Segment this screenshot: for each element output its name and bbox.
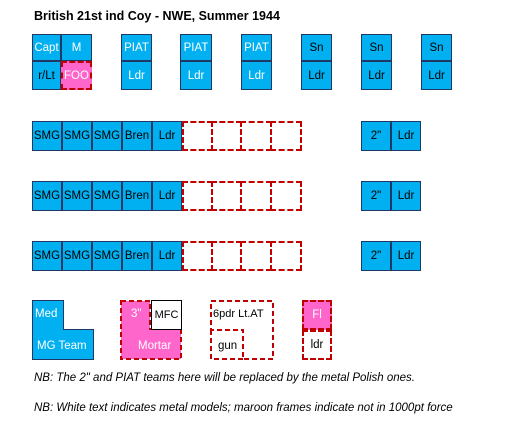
sniper-team-1-top: Sn	[301, 34, 332, 61]
piat-team-2-top: PIAT	[180, 34, 212, 61]
platoon-1-empty-slot	[240, 121, 272, 151]
mg-team-label: MG Team	[37, 340, 87, 352]
platoon-1-leader: Ldr	[152, 121, 182, 151]
platoon-1-empty-slot	[211, 121, 242, 151]
6pdr-at-gun-shape	[210, 300, 274, 360]
platoon-2-smg-1: SMG	[32, 181, 62, 211]
medic-mg-team-shape	[32, 300, 94, 360]
piat-team-2-bottom: Ldr	[180, 61, 212, 90]
platoon-3-leader: Ldr	[152, 241, 182, 271]
mortar-label: Mortar	[138, 340, 172, 352]
hq-captain-cell: Capt	[32, 34, 61, 61]
platoon-2-mortar-leader: Ldr	[391, 181, 421, 211]
platoon-2-smg-2: SMG	[62, 181, 92, 211]
medic-mg-team-unit: Med MG Team	[32, 300, 94, 360]
platoon-2-empty-slot	[270, 181, 302, 211]
platoon-1-mortar-leader: Ldr	[391, 121, 421, 151]
sniper-team-2-top: Sn	[361, 34, 392, 61]
platoon-3-smg-1: SMG	[32, 241, 62, 271]
platoon-2-empty-slot	[182, 181, 213, 211]
platoon-3-mortar-leader: Ldr	[391, 241, 421, 271]
gun-label: gun	[218, 340, 238, 352]
platoon-3-empty-slot	[240, 241, 272, 271]
page-title: British 21st ind Coy - NWE, Summer 1944	[34, 9, 280, 23]
platoon-1-smg-3: SMG	[92, 121, 122, 151]
piat-team-3-bottom: Ldr	[241, 61, 272, 90]
6pdr-label: 6pdr Lt.AT	[213, 308, 264, 320]
platoon-1-smg-2: SMG	[62, 121, 92, 151]
flamethrower-leader-cell: ldr	[302, 330, 332, 360]
platoon-3-empty-slot	[211, 241, 242, 271]
platoon-1-2in-mortar: 2"	[361, 121, 391, 151]
note-legend: NB: White text indicates metal models; m…	[34, 402, 453, 414]
note-replacement: NB: The 2" and PIAT teams here will be r…	[34, 372, 416, 384]
platoon-2-leader: Ldr	[152, 181, 182, 211]
platoon-1-bren: Bren	[122, 121, 152, 151]
platoon-3-empty-slot	[182, 241, 213, 271]
platoon-1-empty-slot	[270, 121, 302, 151]
sniper-team-1-bottom: Ldr	[301, 61, 332, 90]
platoon-1-empty-slot	[182, 121, 213, 151]
platoon-3-bren: Bren	[122, 241, 152, 271]
platoon-3-smg-3: SMG	[92, 241, 122, 271]
platoon-2-empty-slot	[211, 181, 242, 211]
hq-lieutenant-cell: r/Lt	[32, 61, 61, 90]
mfc-cell: MFC	[151, 300, 182, 330]
piat-team-3-top: PIAT	[241, 34, 272, 61]
platoon-2-smg-3: SMG	[92, 181, 122, 211]
platoon-2-2in-mortar: 2"	[361, 181, 391, 211]
platoon-3-2in-mortar: 2"	[361, 241, 391, 271]
sniper-team-3-bottom: Ldr	[421, 61, 452, 90]
sniper-team-2-bottom: Ldr	[361, 61, 392, 90]
hq-foo-cell: FOO	[61, 61, 92, 90]
platoon-1-smg-1: SMG	[32, 121, 62, 151]
piat-team-1-top: PIAT	[121, 34, 152, 61]
hq-m-cell: M	[61, 34, 92, 61]
piat-team-1-bottom: Ldr	[121, 61, 152, 90]
flamethrower-cell: Fl	[302, 300, 332, 330]
medic-label: Med	[35, 308, 58, 320]
3in-label: 3"	[131, 308, 142, 320]
platoon-3-empty-slot	[270, 241, 302, 271]
platoon-2-bren: Bren	[122, 181, 152, 211]
sniper-team-3-top: Sn	[421, 34, 452, 61]
platoon-2-empty-slot	[240, 181, 272, 211]
platoon-3-smg-2: SMG	[62, 241, 92, 271]
6pdr-at-gun-unit: 6pdr Lt.AT gun	[210, 300, 274, 360]
